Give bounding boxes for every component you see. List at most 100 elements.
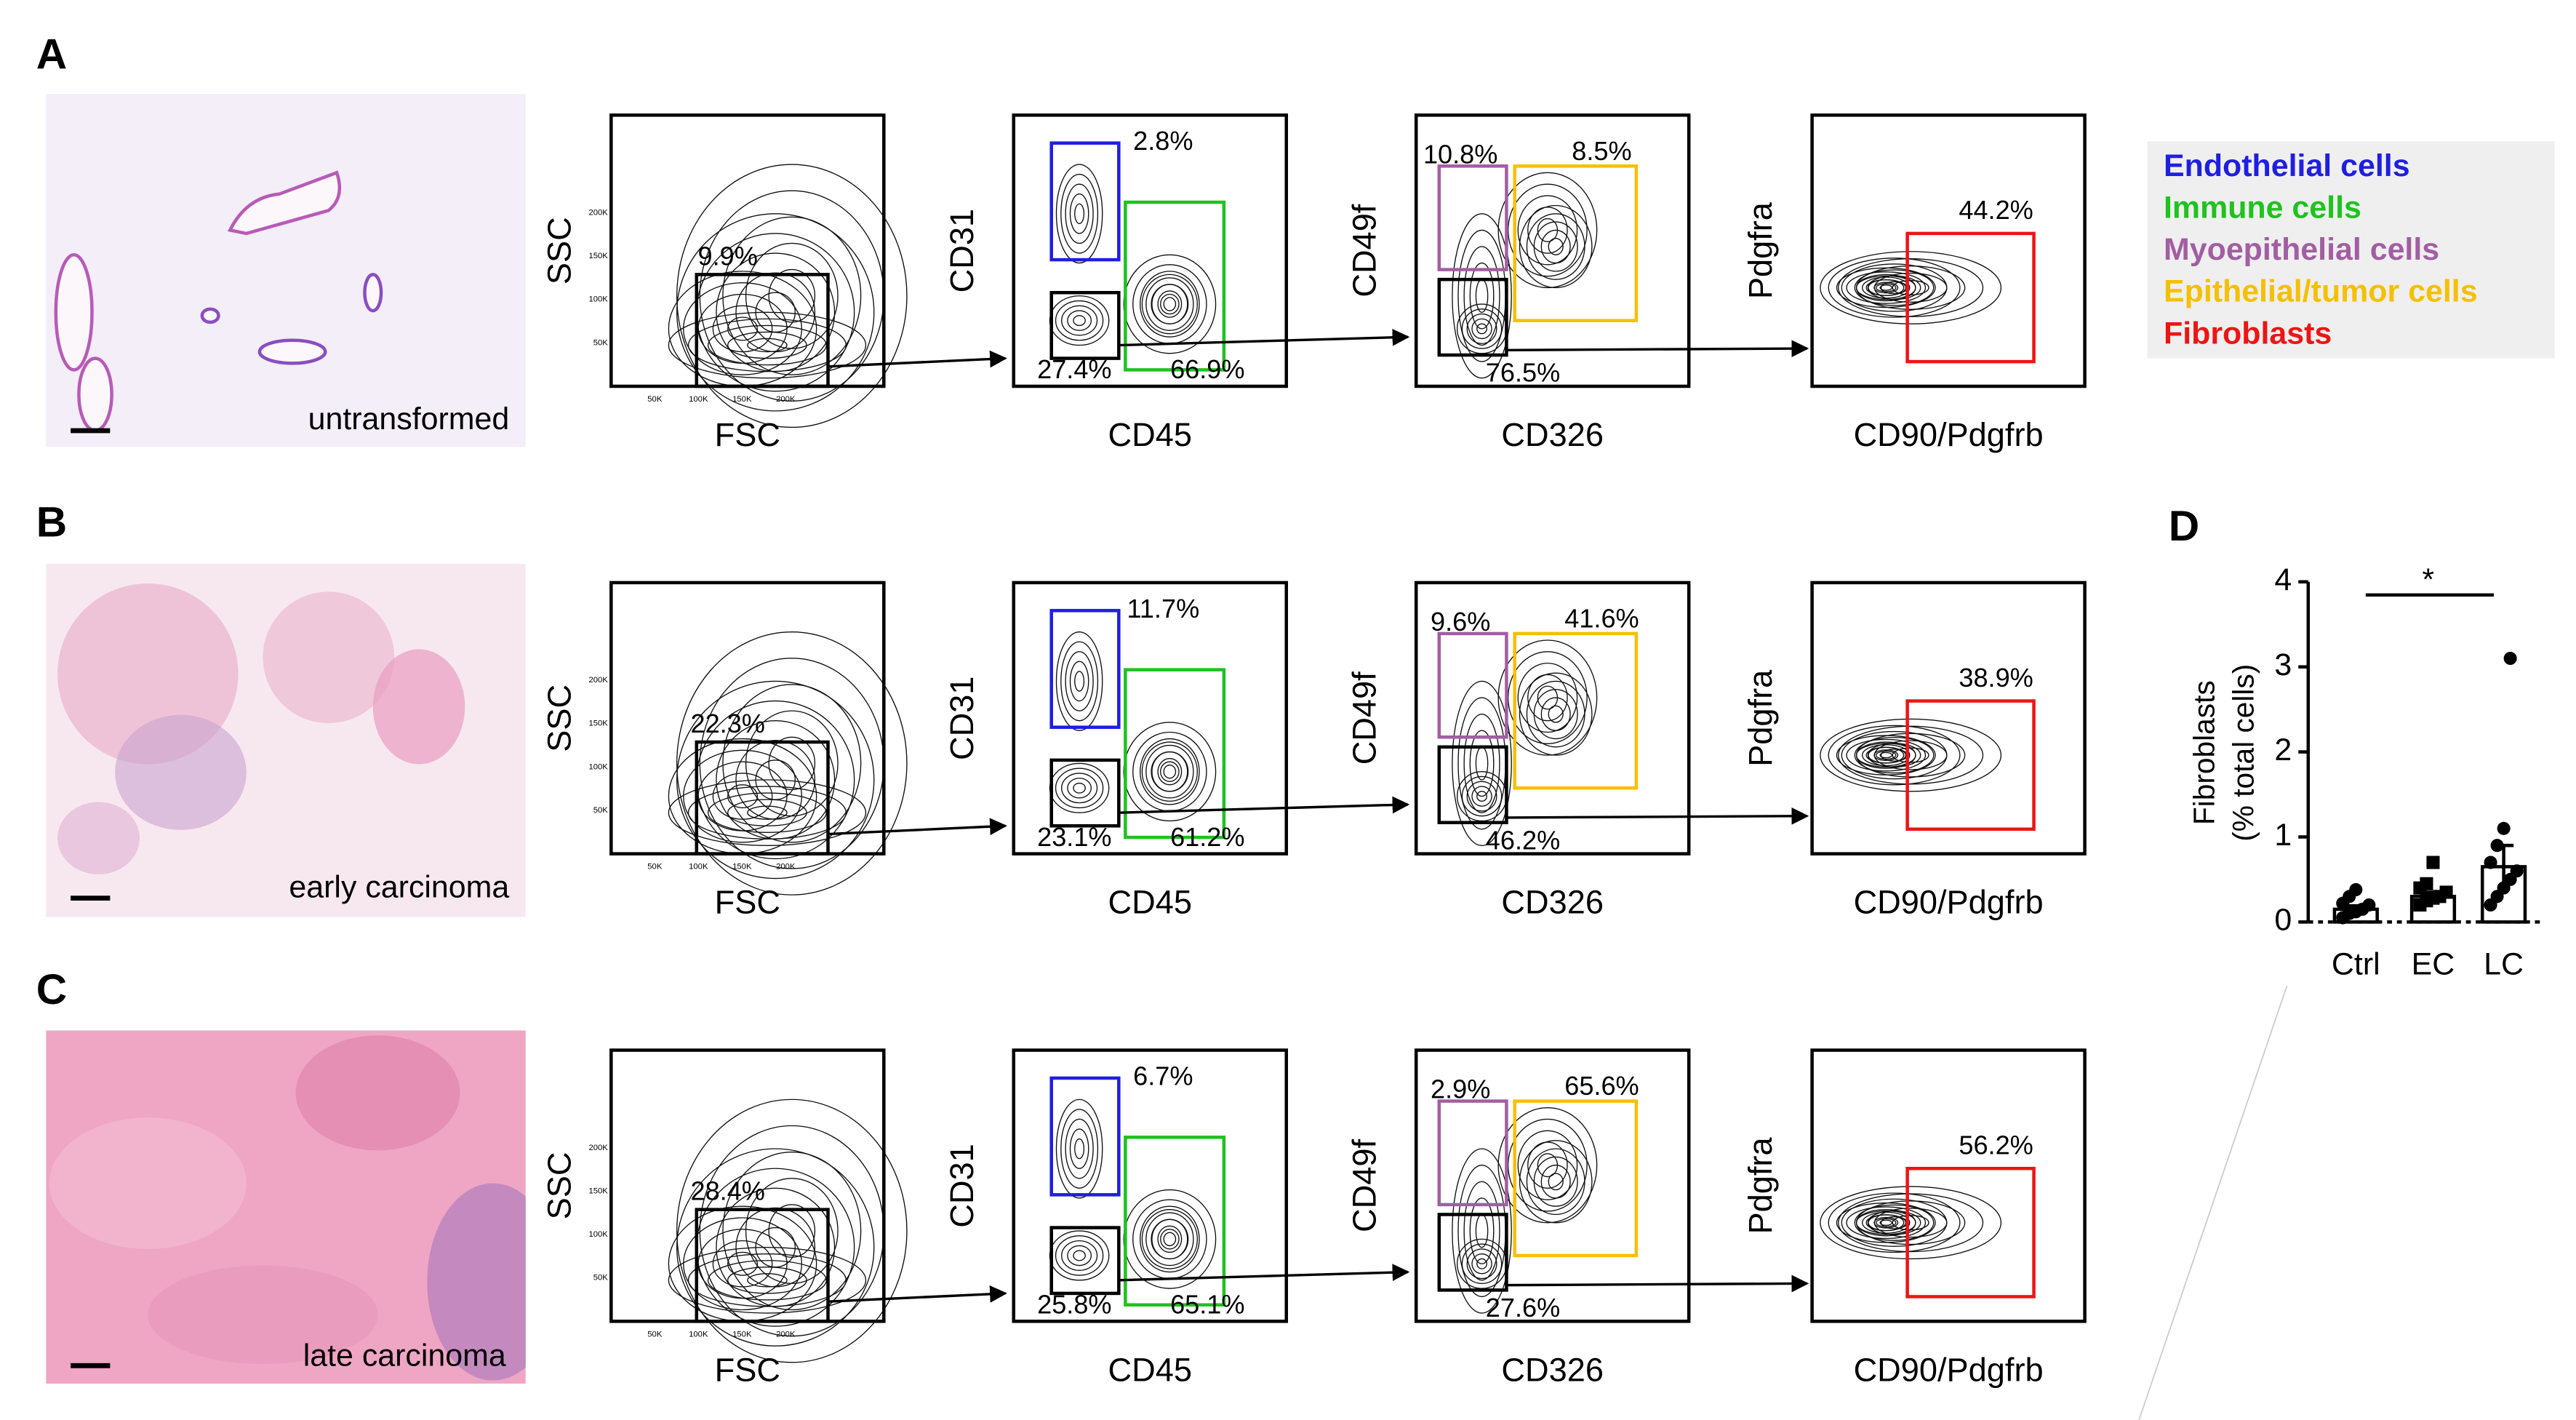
x-axis-label: CD45 (1108, 884, 1192, 921)
contour (1061, 305, 1098, 336)
contour (727, 331, 807, 359)
contour (683, 1217, 803, 1311)
contour (1471, 318, 1492, 340)
contour (1123, 1189, 1217, 1289)
flow-plot (1810, 113, 2087, 388)
x-tick-label: 100K (689, 1330, 708, 1339)
gate (1437, 745, 1508, 824)
y-axis-label: SSC (540, 217, 577, 284)
gate-percent: 41.6% (1564, 603, 1639, 633)
contour (1517, 662, 1578, 733)
contour (1862, 1211, 1911, 1234)
gate-arrow (1119, 1264, 1410, 1282)
contour (1838, 1193, 1984, 1253)
gate-percent: 22.3% (690, 709, 764, 738)
contour (1855, 1200, 1966, 1245)
y-axis-label: (% total cells) (2227, 664, 2260, 842)
contour (727, 1267, 807, 1294)
tissue-label: early carcinoma (289, 870, 509, 905)
contour (1855, 274, 1916, 302)
gate-arrow (828, 818, 1007, 836)
contour (1065, 651, 1094, 711)
contour (1873, 1216, 1899, 1229)
y-axis-label: CD31 (943, 209, 980, 292)
contour (1820, 718, 2002, 792)
gate-percent: 23.1% (1037, 822, 1111, 852)
contour (1055, 164, 1103, 264)
flow-plot (1012, 113, 1289, 388)
contour (1157, 757, 1183, 786)
contour (1519, 1140, 1593, 1224)
y-tick-label: 50K (593, 806, 609, 815)
contour (1879, 751, 1893, 759)
contour (687, 318, 847, 372)
contour (755, 1226, 796, 1268)
contour (1540, 229, 1571, 264)
contour (1074, 671, 1085, 692)
contour (1526, 680, 1585, 748)
contour (697, 1229, 788, 1299)
x-axis-label: FSC (715, 416, 780, 453)
contour (1457, 1165, 1506, 1298)
contour (1069, 194, 1089, 234)
contour (1868, 279, 1905, 296)
contour (1073, 782, 1086, 794)
plot-frame (1810, 1048, 2087, 1323)
contour (747, 338, 788, 353)
gate-percent: 38.9% (1959, 663, 2033, 693)
contour (1855, 733, 1966, 778)
contour (745, 710, 839, 817)
contour (687, 1253, 847, 1307)
contour (1876, 283, 1897, 292)
gate (1437, 164, 1508, 271)
panel-letter: A (36, 31, 67, 79)
contour (1067, 310, 1092, 331)
histology-untransformed (46, 93, 526, 447)
plot-frame (1414, 113, 1691, 388)
contour (1157, 290, 1183, 318)
y-axis-label: CD49f (1345, 1139, 1383, 1232)
contour (1163, 1232, 1177, 1247)
x-axis-label: FSC (715, 884, 780, 921)
contour (1476, 1258, 1488, 1269)
contour (668, 1205, 817, 1322)
gate (1049, 1076, 1121, 1197)
legend-entry: Fibroblasts (2164, 316, 2332, 351)
contour (1876, 1218, 1897, 1227)
contour (1132, 264, 1207, 344)
data-point (2503, 651, 2517, 666)
y-axis-label: Pdgfra (1742, 202, 1779, 299)
gate-percent: 66.9% (1170, 354, 1244, 384)
flow-plot (609, 1048, 908, 1363)
y-tick-label: 3 (2274, 647, 2292, 682)
contour (1073, 1250, 1086, 1261)
contour (1846, 738, 1927, 772)
legend-entry: Immune cells (2164, 190, 2361, 225)
gate-arrow (1506, 1275, 1809, 1293)
contour (1060, 641, 1099, 722)
contour (1471, 786, 1492, 807)
legend-entry: Epithelial/tumor cells (2164, 274, 2478, 309)
gate (1513, 1099, 1639, 1258)
gate-percent: 65.6% (1564, 1071, 1639, 1101)
x-axis-label: CD326 (1501, 416, 1604, 453)
y-axis-label: CD31 (943, 677, 980, 760)
contour (1475, 1213, 1489, 1248)
gate-percent: 6.7% (1133, 1061, 1193, 1091)
flow-plot (1810, 581, 2087, 855)
x-axis-label: CD90/Pdgfrb (1854, 1351, 2044, 1388)
contour (1862, 743, 1911, 767)
contour (768, 268, 816, 323)
contour (727, 784, 759, 809)
contour (755, 292, 796, 333)
contour (1476, 323, 1488, 335)
contour (745, 242, 839, 349)
gate-percent: 9.9% (698, 241, 758, 271)
x-tick-label: EC (2412, 947, 2455, 982)
contour (1466, 313, 1497, 344)
contour (1141, 1209, 1198, 1269)
contour (727, 316, 759, 341)
gate (695, 273, 830, 388)
x-tick-label: 100K (689, 395, 708, 404)
contour (697, 761, 788, 831)
